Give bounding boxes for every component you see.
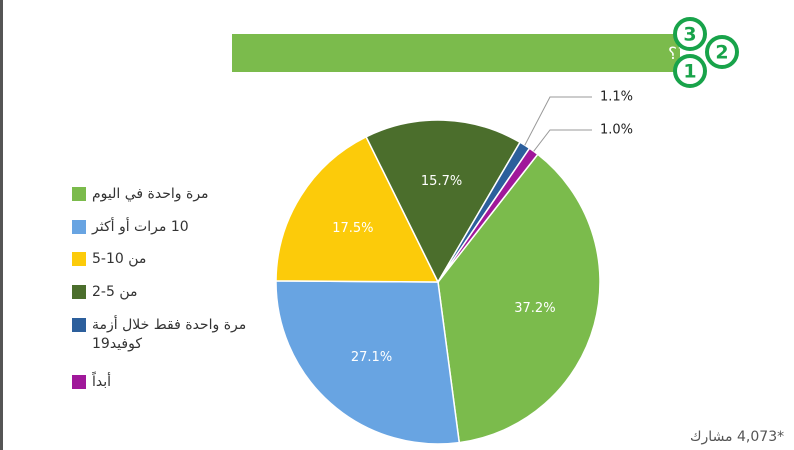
logo-bubble [673,54,707,88]
logo-bubble [673,17,707,51]
pie-slice [437,147,539,283]
legend-entry: من 5-2 [92,283,272,302]
data-label: 27.1% [351,350,392,365]
legend-label: من 5-2 [92,284,138,300]
pie-slice [437,153,601,444]
data-label: 15.7% [421,174,462,189]
legend-swatch [72,318,86,332]
legend-entry: من 10-5 [92,250,272,269]
logo-digit: 3 [683,24,696,46]
legend-label: مرة واحدة فقط خلال أزمة كوفيد19 [92,317,247,352]
logo: 3 2 1 [673,17,739,88]
pie-slice [365,119,522,284]
title-banner [232,34,680,72]
leader-line [533,129,592,152]
legend-label: 10 مرات أو أكثر [92,219,189,235]
legend-swatch [72,220,86,234]
data-label: 1.0% [600,123,633,138]
footnote: *4,073 مشارك [690,429,784,445]
legend-swatch [72,375,86,389]
legend-entry: 10 مرات أو أكثر [92,218,272,237]
legend-swatch [72,187,86,201]
legend-entry: أبداً [92,373,272,392]
pie-slice [275,280,461,445]
left-border [0,0,3,450]
logo-digit: 1 [683,61,696,83]
logo-digit: 2 [715,42,728,64]
data-label: 37.2% [514,301,555,316]
data-label: 1.1% [600,90,633,105]
legend-swatch [72,285,86,299]
legend-swatch [72,252,86,266]
legend-label: أبداً [92,374,112,390]
pie-slice [275,135,440,283]
legend-entry: مرة واحدة فقط خلال أزمة كوفيد19 [92,316,272,354]
leader-line [524,96,592,146]
legend-label: مرة واحدة في اليوم [92,186,209,202]
data-label: 17.5% [332,221,373,236]
legend-label: من 10-5 [92,251,147,267]
legend-entry: مرة واحدة في اليوم [92,185,272,204]
logo-bubble [705,35,739,69]
